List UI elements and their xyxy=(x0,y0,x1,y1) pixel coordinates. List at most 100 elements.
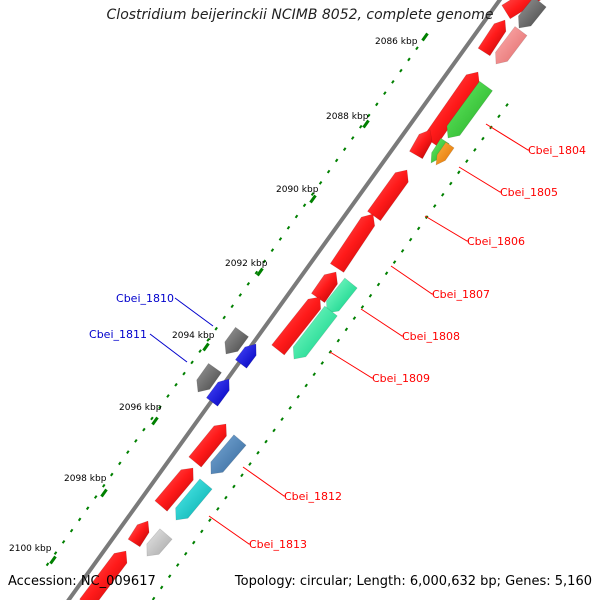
minor-tick xyxy=(85,506,90,511)
major-tick xyxy=(421,32,429,42)
scale-label: 2092 kbp xyxy=(225,259,268,269)
minor-tick xyxy=(174,382,178,387)
scale-label: 2098 kbp xyxy=(64,474,107,484)
leader-line xyxy=(360,308,404,337)
minor-tick xyxy=(214,326,218,331)
minor-tick xyxy=(465,159,469,163)
minor-tick xyxy=(150,416,154,421)
minor-tick xyxy=(449,181,453,186)
gene-label: Cbei_1806 xyxy=(467,235,525,248)
map-title: Clostridium beijerinckii NCIMB 8052, com… xyxy=(106,7,494,23)
leader-line xyxy=(485,123,530,151)
gene-arrow xyxy=(271,296,322,356)
gene-arrow xyxy=(326,277,358,314)
minor-tick xyxy=(192,540,196,545)
minor-tick xyxy=(166,394,170,398)
accession-text: Accession: NC_009617 xyxy=(8,574,156,589)
scale-label: 2100 kbp xyxy=(9,544,52,554)
gene-arrow xyxy=(224,326,249,355)
gene-label: Cbei_1805 xyxy=(500,186,558,199)
minor-tick xyxy=(296,394,300,399)
minor-tick xyxy=(159,585,164,590)
minor-tick xyxy=(206,338,210,342)
minor-tick xyxy=(342,147,347,152)
minor-tick xyxy=(320,361,325,365)
minor-tick xyxy=(399,68,403,73)
minor-tick xyxy=(286,225,291,230)
minor-tick xyxy=(53,551,58,555)
minor-tick xyxy=(232,484,236,489)
minor-tick xyxy=(256,450,260,455)
gene-arrow xyxy=(210,434,247,475)
major-tick xyxy=(256,267,264,277)
minor-tick xyxy=(415,46,419,51)
minor-tick xyxy=(264,439,268,444)
minor-tick xyxy=(400,248,405,253)
minor-tick xyxy=(391,79,395,84)
gene-arrow xyxy=(79,550,128,600)
minor-tick xyxy=(254,270,259,275)
major-tick xyxy=(202,342,210,352)
minor-tick xyxy=(384,271,389,276)
minor-tick xyxy=(383,91,387,95)
scale-label: 2090 kbp xyxy=(276,185,319,195)
gene-features xyxy=(79,0,547,600)
major-tick xyxy=(100,488,108,498)
minor-tick xyxy=(198,349,202,354)
minor-tick xyxy=(158,405,162,410)
scale-label: 2088 kbp xyxy=(326,112,369,122)
minor-tick xyxy=(77,517,82,522)
minor-tick xyxy=(312,372,316,377)
minor-tick xyxy=(416,226,421,231)
gene-arrow xyxy=(409,129,433,160)
gene-label: Cbei_1807 xyxy=(432,288,490,301)
gene-arrow xyxy=(196,362,222,393)
minor-tick xyxy=(408,237,413,242)
minor-tick xyxy=(238,293,243,297)
minor-tick xyxy=(222,315,226,320)
minor-tick xyxy=(110,472,114,477)
scale-ticks xyxy=(45,32,509,600)
minor-tick xyxy=(497,114,501,119)
minor-tick xyxy=(190,360,194,365)
gene-arrow xyxy=(234,343,257,369)
gene-label: Cbei_1811 xyxy=(89,328,147,341)
minor-tick xyxy=(368,293,373,298)
minor-tick xyxy=(432,204,437,208)
gene-arrow xyxy=(292,305,338,360)
minor-tick xyxy=(270,248,275,253)
leader-line xyxy=(458,166,502,193)
scale-label: 2096 kbp xyxy=(119,403,162,413)
leader-line xyxy=(390,265,434,295)
gene-arrow xyxy=(188,423,227,468)
minor-tick xyxy=(360,305,365,309)
gene-arrow xyxy=(146,528,173,557)
minor-tick xyxy=(280,417,284,422)
minor-tick xyxy=(336,338,341,343)
leader-line xyxy=(242,466,286,497)
minor-tick xyxy=(175,563,180,567)
minor-tick xyxy=(69,528,74,533)
gene-arrow xyxy=(367,169,409,222)
scale-label: 2086 kbp xyxy=(375,37,418,47)
backbone-line xyxy=(66,0,503,600)
minor-tick xyxy=(142,427,146,432)
minor-tick xyxy=(367,113,371,118)
gene-arrow xyxy=(446,80,493,139)
gene-arrow xyxy=(127,520,150,548)
minor-tick xyxy=(407,57,411,62)
minor-tick xyxy=(208,518,212,523)
scale-label: 2094 kbp xyxy=(172,331,215,341)
minor-tick xyxy=(126,450,130,455)
minor-tick xyxy=(350,136,355,140)
gene-label: Cbei_1808 xyxy=(402,330,460,343)
minor-tick xyxy=(344,327,349,332)
minor-tick xyxy=(45,562,50,567)
minor-tick xyxy=(481,136,485,141)
minor-tick xyxy=(318,180,323,185)
minor-tick xyxy=(376,282,381,287)
minor-tick xyxy=(473,147,477,152)
gene-arrow xyxy=(477,19,507,57)
map-labels: 2086 kbp 2088 kbp 2090 kbp 2092 kbp 2094 kbp… xyxy=(9,37,586,554)
